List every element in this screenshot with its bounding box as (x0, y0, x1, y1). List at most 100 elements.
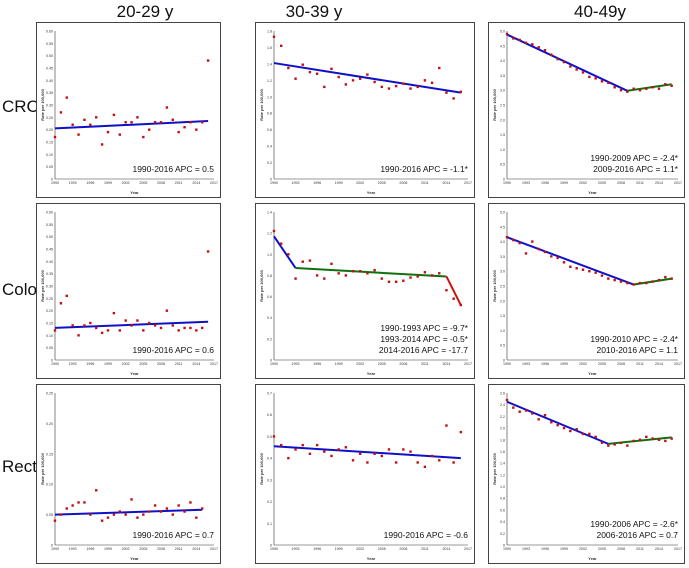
data-point (272, 435, 276, 438)
x-tick-label: 2005 (378, 181, 386, 185)
x-tick-label: 2002 (122, 181, 130, 185)
y-tick-label: 0 (503, 178, 505, 182)
data-point (524, 409, 528, 412)
data-point (201, 326, 204, 330)
data-point (124, 513, 127, 516)
data-point (142, 513, 145, 516)
data-point (373, 452, 376, 455)
data-point (287, 456, 290, 460)
y-tick-label: 0.4 (267, 145, 272, 149)
data-point (95, 326, 98, 330)
data-point (505, 398, 509, 402)
y-tick-label: 1.6 (500, 450, 505, 454)
y-tick-label: 0.8 (500, 497, 505, 501)
data-point (183, 326, 186, 330)
data-point (330, 67, 333, 71)
data-point (153, 504, 157, 507)
data-point (423, 271, 427, 274)
data-point (153, 324, 157, 327)
data-point (142, 329, 145, 332)
data-point (632, 439, 635, 443)
y-tick-label: 0.30 (46, 285, 53, 289)
x-tick-label: 2011 (175, 362, 183, 366)
data-point (77, 133, 80, 136)
data-point (323, 85, 326, 89)
x-tick-label: 2005 (139, 181, 147, 185)
data-point (445, 91, 448, 94)
data-point (512, 238, 515, 242)
apc-line: 1990-2016 APC = 0.7 (132, 530, 214, 540)
x-axis-label: Year (130, 556, 139, 561)
data-point (569, 265, 572, 268)
y-tick-label: 2.2 (500, 415, 505, 419)
data-point (588, 75, 591, 79)
apc-line: 2010-2016 APC = 1.1 (596, 345, 678, 355)
chart-panel-crc-20: 0 0.05 0.10 0.15 0.20 0.25 0.30 0.35 0.40 0.45 0.5… (36, 22, 221, 198)
y-tick-label: 0.35 (46, 272, 53, 276)
x-tick-label: 1996 (86, 362, 94, 366)
x-tick-label: 2002 (579, 181, 587, 185)
y-tick-label: 0.6 (267, 413, 272, 417)
chart-svg-crc-20: 0 0.05 0.10 0.15 0.20 0.25 0.30 0.35 0.40 0.45 0.5… (40, 30, 218, 196)
x-tick-label: 2008 (399, 181, 407, 185)
data-point (619, 441, 623, 444)
y-tick-label: 0.2 (267, 500, 272, 504)
data-point (189, 121, 192, 124)
data-point (287, 253, 290, 256)
y-tick-label: 0 (503, 544, 505, 548)
data-point (294, 448, 297, 451)
data-point (124, 121, 127, 124)
data-point (323, 450, 326, 453)
x-tick-label: 1996 (313, 362, 321, 366)
x-tick-label: 2017 (464, 181, 472, 185)
x-tick-label: 2011 (175, 181, 183, 185)
x-tick-label: 1999 (104, 362, 112, 366)
x-tick-label: 2011 (421, 181, 429, 185)
data-point (588, 432, 591, 436)
y-tick-label: 0 (51, 178, 53, 182)
data-point (159, 121, 163, 124)
x-tick-label: 2014 (655, 547, 663, 551)
y-tick-label: 0 (270, 359, 272, 363)
x-tick-label: 2017 (210, 181, 218, 185)
y-tick-label: 2.0 (500, 299, 505, 303)
y-tick-label: 0.50 (46, 235, 53, 239)
y-tick-label: 3.0 (500, 270, 505, 274)
x-tick-label: 1999 (560, 181, 568, 185)
data-point (452, 461, 455, 464)
data-point (337, 272, 340, 275)
data-point (130, 121, 133, 124)
x-axis-label: Year (367, 556, 376, 561)
x-tick-label: 2017 (674, 181, 682, 185)
data-point (537, 247, 540, 251)
data-point (83, 118, 86, 121)
x-tick-label: 2002 (356, 362, 364, 366)
x-tick-label: 1999 (335, 547, 343, 551)
chart-svg-colon-20: 0 0.05 0.10 0.15 0.20 0.25 0.30 0.35 0.40 0.45 0.5… (40, 211, 218, 377)
data-point (287, 66, 290, 70)
data-point (53, 135, 57, 139)
y-tick-label: 3.5 (500, 74, 505, 78)
data-point (201, 507, 204, 510)
y-tick-label: 1.8 (267, 30, 272, 34)
data-point (594, 435, 597, 439)
x-tick-label: 1993 (522, 181, 530, 185)
data-point (95, 489, 98, 492)
data-point (112, 513, 116, 516)
data-point (556, 256, 559, 260)
data-point (459, 303, 463, 307)
x-tick-label: 1990 (51, 362, 59, 366)
y-axis-label: Rate per 100,000 (40, 269, 45, 301)
data-point (359, 452, 362, 455)
apc-annotation: 1990-1993 APC = -9.7* 1993-2014 APC = -0.… (379, 323, 468, 356)
apc-line: 1990-2016 APC = 0.5 (132, 164, 214, 174)
x-tick-label: 2017 (674, 547, 682, 551)
data-point (416, 275, 419, 278)
y-tick-label: 1.8 (500, 438, 505, 442)
data-point (394, 84, 398, 88)
apc-annotation: 1990-2016 APC = 0.5 (132, 164, 214, 175)
x-tick-label: 1990 (503, 362, 511, 366)
data-point (387, 87, 391, 90)
data-point (380, 277, 383, 280)
x-tick-label: 2011 (636, 362, 644, 366)
